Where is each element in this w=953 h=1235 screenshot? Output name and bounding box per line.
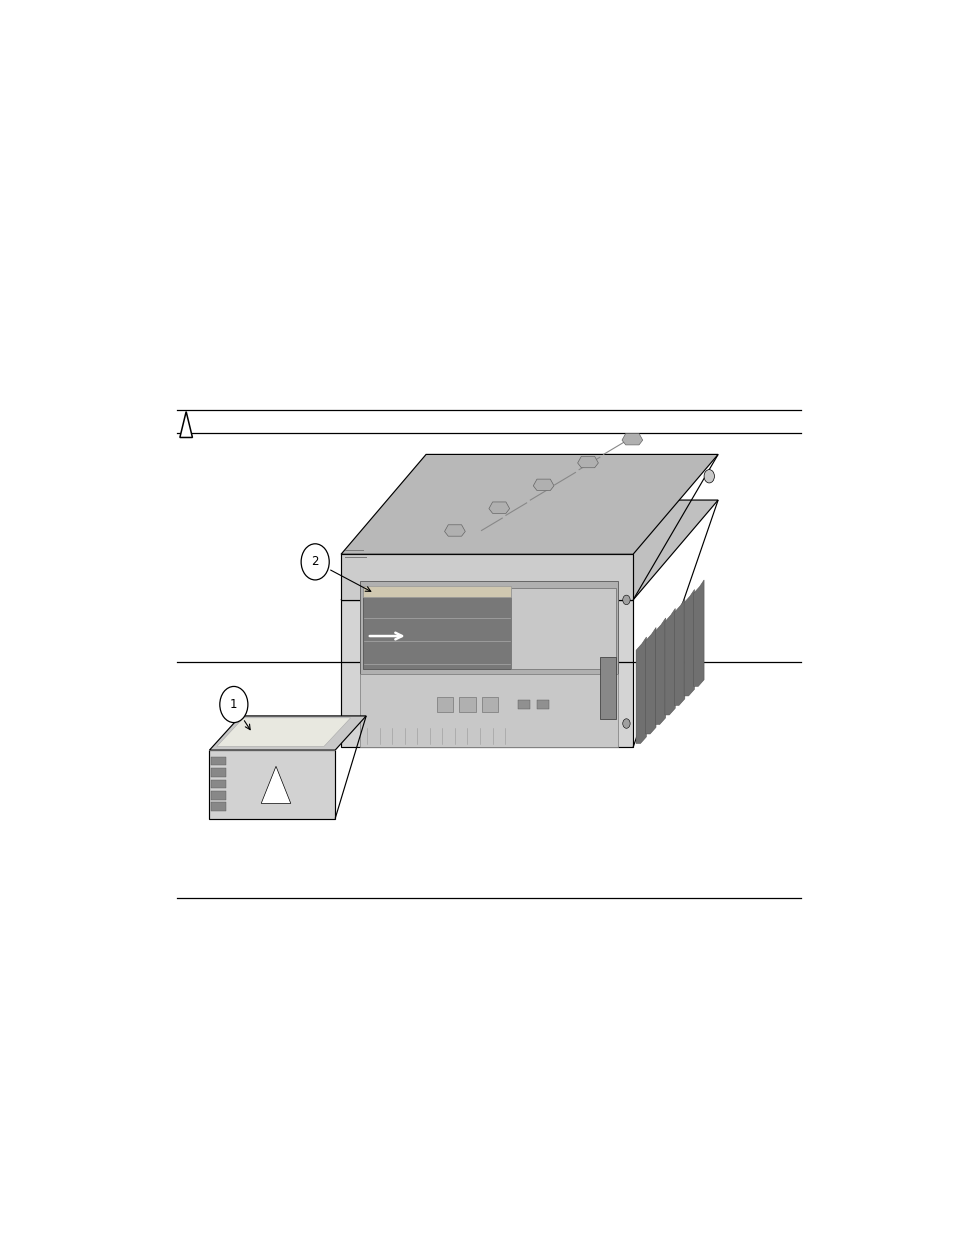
Polygon shape bbox=[341, 500, 718, 600]
Circle shape bbox=[301, 543, 329, 580]
FancyBboxPatch shape bbox=[518, 700, 530, 709]
Polygon shape bbox=[488, 501, 509, 514]
Circle shape bbox=[622, 595, 630, 605]
Polygon shape bbox=[180, 411, 193, 437]
Polygon shape bbox=[341, 600, 633, 747]
Polygon shape bbox=[636, 637, 646, 743]
FancyBboxPatch shape bbox=[481, 697, 497, 713]
FancyBboxPatch shape bbox=[211, 779, 226, 788]
Polygon shape bbox=[261, 766, 291, 804]
Polygon shape bbox=[511, 589, 616, 669]
Polygon shape bbox=[693, 580, 703, 687]
Polygon shape bbox=[655, 618, 665, 725]
Polygon shape bbox=[359, 674, 618, 747]
Polygon shape bbox=[335, 716, 366, 819]
Polygon shape bbox=[633, 454, 718, 600]
FancyBboxPatch shape bbox=[459, 697, 476, 713]
Polygon shape bbox=[674, 599, 684, 705]
Polygon shape bbox=[210, 716, 366, 750]
Polygon shape bbox=[444, 525, 465, 536]
FancyBboxPatch shape bbox=[537, 700, 548, 709]
Polygon shape bbox=[621, 433, 642, 445]
Polygon shape bbox=[216, 718, 351, 746]
Circle shape bbox=[219, 687, 248, 722]
Circle shape bbox=[703, 469, 714, 483]
FancyBboxPatch shape bbox=[211, 757, 226, 766]
FancyBboxPatch shape bbox=[436, 697, 453, 713]
Polygon shape bbox=[210, 750, 335, 819]
Polygon shape bbox=[359, 580, 618, 674]
Polygon shape bbox=[633, 500, 718, 747]
Polygon shape bbox=[341, 555, 633, 600]
Polygon shape bbox=[645, 627, 656, 734]
FancyBboxPatch shape bbox=[211, 803, 226, 811]
FancyBboxPatch shape bbox=[211, 792, 226, 799]
Polygon shape bbox=[363, 585, 511, 597]
Text: 2: 2 bbox=[311, 556, 318, 568]
Polygon shape bbox=[577, 456, 598, 468]
Text: 1: 1 bbox=[230, 698, 237, 711]
FancyBboxPatch shape bbox=[599, 657, 616, 719]
Polygon shape bbox=[683, 589, 694, 697]
Polygon shape bbox=[533, 479, 554, 490]
Polygon shape bbox=[664, 609, 675, 715]
FancyBboxPatch shape bbox=[211, 768, 226, 777]
Polygon shape bbox=[341, 454, 718, 555]
Circle shape bbox=[622, 719, 630, 729]
Polygon shape bbox=[363, 589, 511, 669]
